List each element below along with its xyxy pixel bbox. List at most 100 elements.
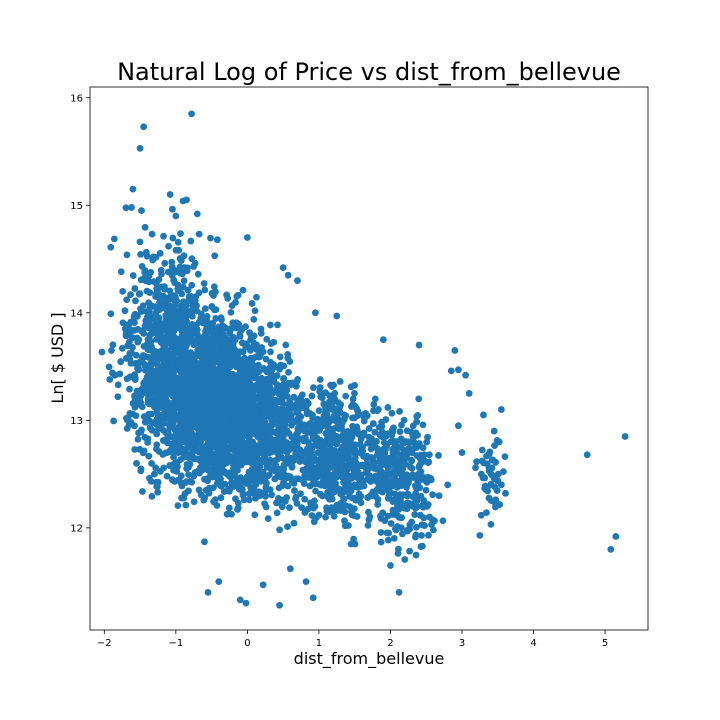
data-point [406,438,413,446]
data-point [236,330,244,338]
data-point [131,285,139,292]
data-point [206,394,214,402]
data-point [180,384,188,392]
data-point [612,533,620,540]
data-point [170,339,178,347]
data-point [395,588,403,596]
y-tick-label: 14 [70,308,83,319]
x-tick-label: 3 [459,638,465,649]
data-point [169,447,177,455]
data-point [375,484,382,491]
data-point [249,425,257,433]
data-point [275,422,282,430]
y-tick-label: 16 [70,93,83,104]
data-point [180,453,188,461]
data-point [231,412,238,420]
data-point [338,455,346,463]
data-point [207,426,215,434]
data-point [413,444,421,451]
data-point [163,472,171,480]
data-point [230,376,238,384]
data-point [415,462,423,470]
data-point [322,409,329,417]
data-point [409,502,416,510]
data-point [174,375,182,383]
data-point [160,232,167,240]
data-point [308,512,316,519]
data-point [136,445,144,453]
data-point [207,432,215,440]
data-point [220,488,228,495]
data-point [369,420,377,427]
data-point [349,430,356,438]
data-point [279,426,287,434]
data-point [273,372,281,379]
data-point [233,476,241,484]
x-tick-label: 1 [316,638,322,649]
data-point [480,411,487,419]
data-point [387,462,394,469]
data-point [203,347,211,355]
data-point [192,364,200,372]
data-point [426,513,433,521]
data-point [206,484,213,492]
data-point [277,396,285,404]
data-point [396,428,404,436]
data-point [246,329,253,337]
data-point [501,453,509,461]
data-point [201,453,208,461]
data-point [316,426,323,434]
data-point [337,401,345,409]
data-point [131,373,139,381]
data-point [424,433,431,441]
data-point [262,487,269,495]
data-point [134,435,142,443]
data-point [185,454,193,462]
data-point [313,434,321,442]
data-point [130,312,138,320]
data-point [272,396,280,404]
data-point [388,431,396,439]
data-point [353,423,361,431]
data-point [150,313,157,321]
data-point [266,442,274,449]
data-point [298,504,306,512]
data-point [396,407,403,415]
y-axis-ticks: 12 13 14 15 16 [70,93,90,534]
data-point [319,492,326,500]
data-point [288,421,295,429]
data-point [181,479,189,487]
data-point [153,408,161,416]
data-point [415,341,423,349]
data-point [292,493,300,501]
data-point [240,417,248,425]
data-point [267,359,275,366]
data-point [409,493,417,501]
data-point [222,469,229,477]
data-point [270,402,278,410]
data-point [166,373,174,381]
data-point [209,383,217,391]
data-point [306,421,314,429]
data-point [473,458,480,465]
data-point [168,362,176,370]
data-point [351,381,359,389]
data-point [243,234,251,241]
data-point [188,281,196,289]
data-point [294,398,302,406]
data-point [401,556,409,563]
data-point [180,264,188,271]
data-point [126,355,134,363]
data-point [301,495,309,503]
data-point [145,317,153,325]
data-point [288,433,296,441]
data-point [179,445,186,453]
data-point [118,344,126,352]
data-point [182,302,190,310]
data-point [327,381,334,389]
data-point [333,411,341,419]
data-point [239,286,247,294]
data-point [107,243,115,251]
data-point [138,327,146,335]
data-point [356,449,364,457]
